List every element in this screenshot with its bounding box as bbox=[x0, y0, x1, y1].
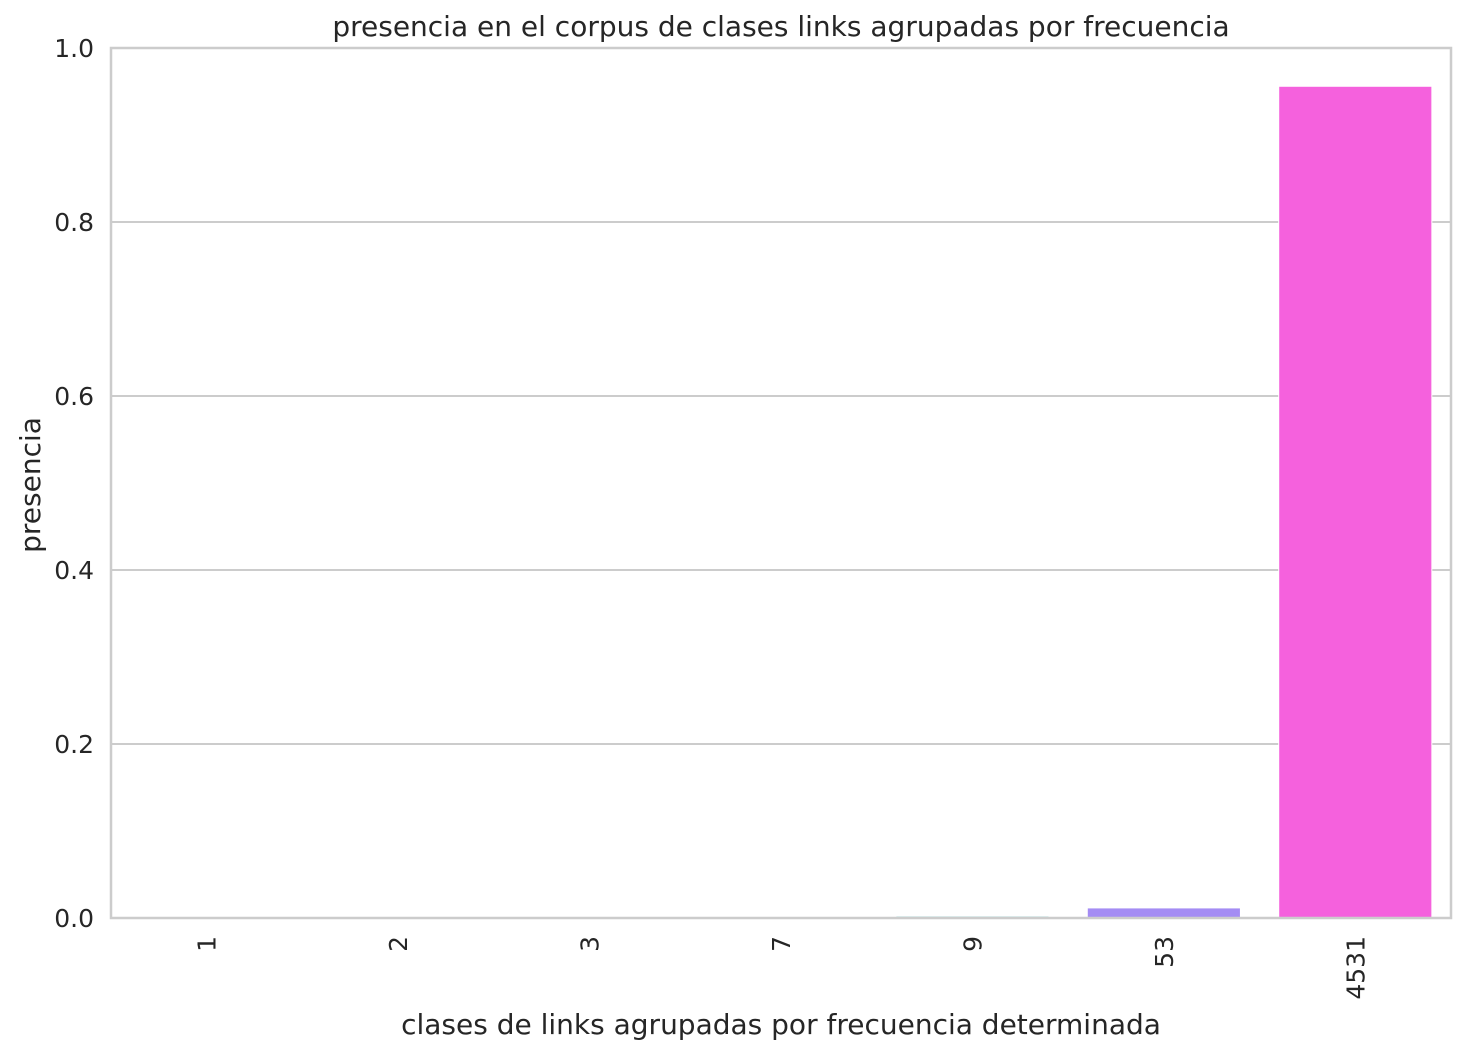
plot-frame bbox=[109, 46, 1453, 920]
y-tick-labels: 0.0 0.2 0.4 0.6 0.8 1.0 bbox=[54, 34, 94, 933]
bar-4531 bbox=[1278, 85, 1433, 919]
x-tick-label: 7 bbox=[767, 936, 796, 952]
x-axis-label: clases de links agrupadas por frecuencia… bbox=[401, 1008, 1161, 1041]
bar-53 bbox=[1086, 907, 1241, 919]
x-tick-label: 1 bbox=[193, 936, 222, 952]
x-tick-label: 9 bbox=[958, 936, 987, 952]
y-tick-label: 1.0 bbox=[54, 34, 94, 63]
bars bbox=[129, 85, 1433, 919]
x-tick-label: 3 bbox=[576, 936, 605, 952]
y-axis-label: presencia bbox=[14, 417, 47, 553]
y-tick-label: 0.4 bbox=[54, 556, 94, 585]
y-tick-label: 0.0 bbox=[54, 904, 94, 933]
x-tick-labels: 1 2 3 7 9 53 4531 bbox=[193, 936, 1371, 1000]
x-tick-label: 2 bbox=[384, 936, 413, 952]
x-tick-label: 4531 bbox=[1341, 936, 1370, 1000]
y-tick-label: 0.8 bbox=[54, 208, 94, 237]
chart-title: presencia en el corpus de clases links a… bbox=[332, 10, 1229, 43]
y-tick-label: 0.6 bbox=[54, 382, 94, 411]
x-tick-label: 53 bbox=[1150, 936, 1179, 968]
grid-lines bbox=[111, 47, 1451, 919]
y-tick-label: 0.2 bbox=[54, 730, 94, 759]
